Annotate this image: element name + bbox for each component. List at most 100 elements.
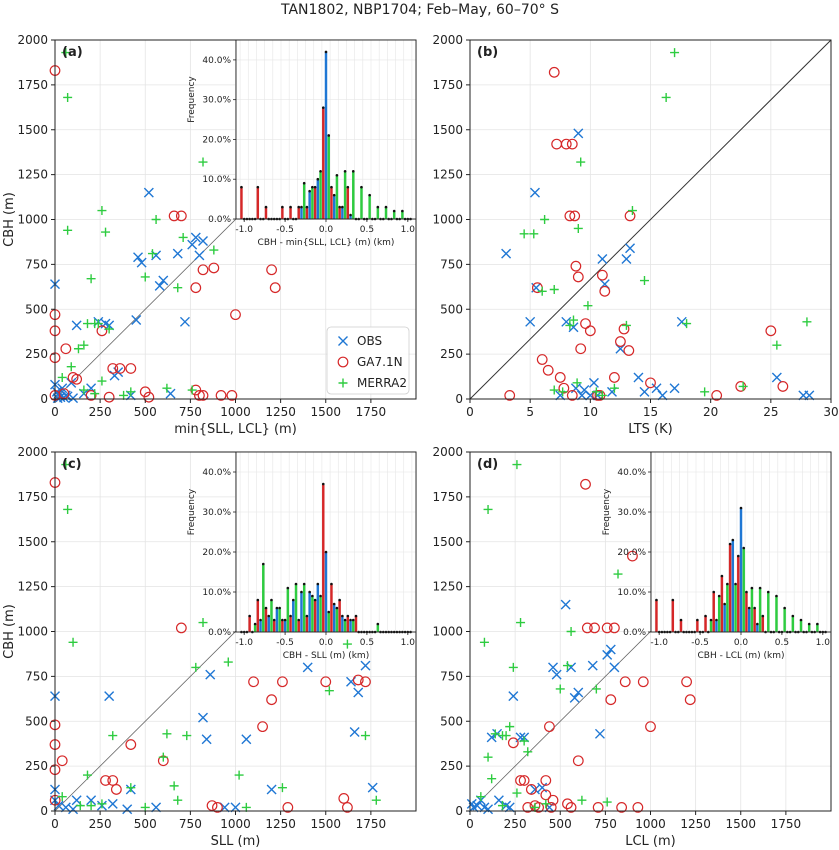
data-point-ga71n — [618, 323, 630, 335]
data-point-ga71n — [360, 676, 371, 688]
data-point-ga71n — [230, 309, 241, 321]
inset-x-tick-label: 1.0 — [816, 638, 831, 648]
data-point-ga71n — [605, 694, 617, 706]
data-point-obs — [669, 383, 680, 394]
data-point-ga71n — [589, 622, 600, 634]
data-point-ga71n — [619, 676, 631, 688]
inset-x-tick-label: 0.0 — [734, 638, 749, 648]
data-point-ga71n — [342, 802, 353, 813]
x-tick-label: 5 — [526, 405, 534, 419]
data-point-merra2 — [173, 283, 183, 293]
inset-x-tick-label: -1.0 — [650, 638, 668, 648]
histogram-bar — [747, 608, 751, 632]
data-point-obs — [353, 687, 364, 698]
data-point-obs — [187, 239, 198, 250]
histogram-bar — [671, 600, 675, 632]
data-point-merra2 — [738, 381, 748, 391]
histogram-bar — [272, 620, 276, 632]
inset-y-tick-label: 10.0% — [617, 588, 646, 598]
histogram-bar — [728, 544, 732, 632]
histogram-bar-cap — [267, 614, 271, 618]
panel-b: 0 5 10 15 20 25 30 0 250 500 750 1000 1250 1500 1750 20… — [432, 33, 838, 437]
y-tick-label: 0 — [455, 804, 463, 818]
inset-y-tick-label: 10.0% — [202, 588, 231, 598]
histogram-bar-cap — [302, 181, 306, 185]
inset-y-tick-label: 20.0% — [202, 548, 231, 558]
histogram-bar — [401, 211, 404, 219]
data-point-merra2 — [591, 684, 601, 694]
histogram-bar-cap — [335, 173, 339, 177]
y-tick-label: 2000 — [432, 33, 463, 47]
data-point-ga71n — [637, 676, 649, 688]
histogram-bar-cap — [313, 185, 317, 189]
data-point-merra2 — [609, 383, 619, 393]
data-point-ga71n — [212, 802, 223, 813]
data-point-merra2 — [591, 387, 601, 397]
series-obs — [50, 660, 378, 815]
x-axis-label: min{SLL, LCL} (m) — [174, 422, 297, 437]
histogram-bar-cap — [679, 618, 683, 622]
panel-label: (d) — [477, 457, 498, 472]
data-point-obs — [576, 390, 587, 401]
histogram-bar-cap — [726, 582, 729, 586]
histogram-bar — [300, 207, 303, 219]
y-tick-label: 750 — [25, 257, 48, 271]
histogram-bar-cap — [351, 169, 355, 173]
histogram-bar — [376, 207, 380, 219]
y-axis-label: CBH (m) — [2, 192, 17, 247]
histogram-bar-cap — [286, 586, 290, 590]
histogram-bar — [368, 195, 371, 219]
data-point-ga71n — [615, 336, 626, 347]
histogram-bar — [308, 191, 311, 219]
histogram-bar — [384, 207, 388, 219]
x-tick-label: 1750 — [356, 817, 387, 831]
histogram-bar — [816, 624, 819, 632]
data-point-ga71n — [197, 390, 209, 401]
data-point-merra2 — [86, 801, 96, 811]
data-point-ga71n — [575, 343, 587, 355]
histogram-bar — [316, 584, 320, 632]
x-axis-label: LTS (K) — [628, 422, 672, 437]
data-point-merra2 — [568, 315, 578, 325]
x-tick-label: 1000 — [220, 817, 251, 831]
data-point-merra2 — [209, 245, 219, 255]
data-point-ga71n — [504, 390, 516, 401]
histogram-bar-cap — [324, 50, 328, 54]
histogram-bar-cap — [351, 618, 355, 622]
data-point-obs — [60, 802, 71, 813]
histogram-bar-cap — [655, 598, 658, 602]
data-point-ga71n — [100, 775, 111, 786]
data-point-ga71n — [562, 798, 573, 810]
data-point-merra2 — [93, 319, 103, 329]
data-point-ga71n — [352, 674, 364, 686]
data-point-merra2 — [621, 320, 631, 330]
data-point-ga71n — [515, 775, 526, 786]
data-point-merra2 — [234, 770, 244, 780]
data-point-merra2 — [505, 722, 515, 732]
histogram-bar-cap — [335, 606, 339, 610]
data-point-obs — [133, 252, 144, 263]
histogram-bar-cap — [289, 614, 292, 618]
data-point-merra2 — [627, 206, 637, 216]
data-point-ga71n — [107, 363, 119, 374]
x-tick-label: 250 — [89, 817, 112, 831]
data-point-obs — [122, 804, 133, 815]
data-point-merra2 — [82, 770, 92, 780]
x-tick-label: 0 — [466, 405, 474, 419]
data-point-ga71n — [58, 388, 70, 400]
histogram-bar — [297, 620, 300, 632]
histogram-bar — [319, 171, 322, 219]
inset-x-tick-label: 0.5 — [775, 638, 789, 648]
data-point-merra2 — [198, 618, 208, 628]
x-axis-label: LCL (m) — [625, 834, 676, 849]
y-tick-label: 500 — [25, 302, 48, 316]
histogram-bar — [655, 600, 658, 632]
data-point-merra2 — [476, 792, 486, 802]
histogram-bar — [267, 616, 270, 632]
data-point-merra2 — [79, 385, 89, 395]
data-point-obs — [151, 802, 162, 813]
inset-y-tick-label: 20.0% — [617, 548, 646, 558]
data-point-merra2 — [277, 783, 287, 793]
data-point-merra2 — [549, 285, 559, 295]
inset-y-tick-label: 40.0% — [617, 468, 646, 478]
